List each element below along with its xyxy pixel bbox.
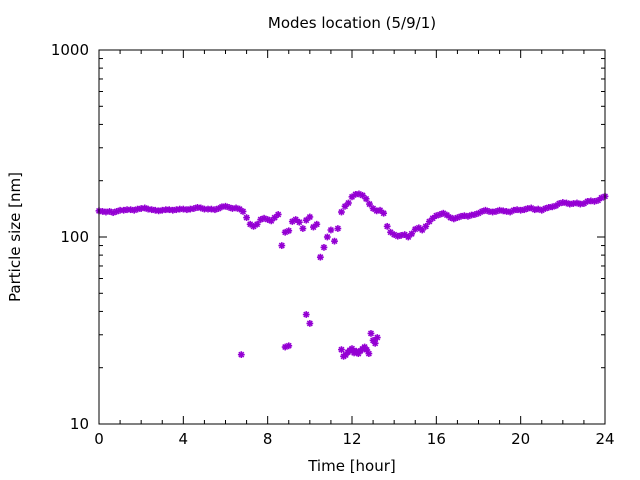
x-tick-label: 4 xyxy=(179,430,189,448)
x-axis-label: Time [hour] xyxy=(307,457,396,475)
data-point xyxy=(295,218,303,226)
x-tick-label: 20 xyxy=(511,430,530,448)
data-point xyxy=(363,346,371,354)
y-tick-label: 100 xyxy=(60,228,89,246)
data-point xyxy=(239,208,247,215)
data-point xyxy=(302,311,310,318)
data-point xyxy=(316,253,324,261)
x-tick-label: 16 xyxy=(427,430,446,448)
data-point xyxy=(373,334,381,341)
data-point xyxy=(271,214,279,221)
data-point xyxy=(274,211,282,218)
data-point xyxy=(313,220,321,228)
data-point xyxy=(327,226,335,234)
data-point xyxy=(345,199,352,207)
data-point xyxy=(371,339,379,347)
data-point xyxy=(425,218,433,225)
axis-ticks xyxy=(98,49,606,425)
data-point xyxy=(243,214,250,221)
data-point xyxy=(422,222,430,230)
data-point xyxy=(323,233,331,241)
data-point xyxy=(338,208,345,216)
x-tick-label: 0 xyxy=(94,430,104,448)
data-point xyxy=(278,242,286,249)
data-points xyxy=(95,190,609,360)
chart-title: Modes location (5/9/1) xyxy=(268,14,436,32)
data-point xyxy=(338,346,345,353)
data-point xyxy=(299,225,307,232)
data-point xyxy=(367,330,375,337)
data-point xyxy=(306,320,314,327)
data-point xyxy=(334,225,342,232)
data-point xyxy=(320,243,328,251)
data-point xyxy=(380,209,388,217)
y-axis-label: Particle size [nm] xyxy=(6,172,24,302)
data-point xyxy=(306,213,314,221)
x-tick-label: 8 xyxy=(263,430,273,448)
data-point xyxy=(331,237,338,245)
y-tick-label: 10 xyxy=(70,415,89,433)
data-point xyxy=(362,195,370,203)
y-tick-label: 1000 xyxy=(51,41,89,59)
data-point xyxy=(253,220,261,228)
x-tick-label: 12 xyxy=(342,430,361,448)
data-point xyxy=(285,227,293,235)
x-tick-label: 24 xyxy=(595,430,614,448)
data-point xyxy=(383,222,391,230)
data-point xyxy=(285,342,293,350)
data-point xyxy=(365,350,373,357)
plot-frame xyxy=(98,49,606,425)
data-point xyxy=(237,351,245,359)
tick-labels: 0 4 8 12 16 20 24 10 100 1000 xyxy=(51,41,615,448)
